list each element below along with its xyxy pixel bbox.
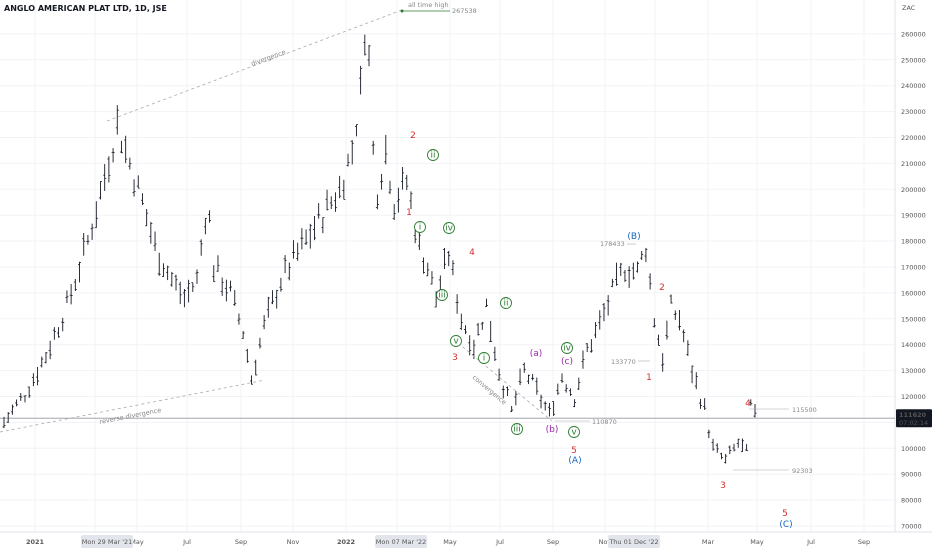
x-tick-label: Jul: [806, 538, 815, 546]
crosshair-date-label: Mon 29 Mar '21: [82, 538, 133, 546]
wave-label: 1: [646, 373, 652, 383]
x-tick-label: May: [443, 538, 457, 546]
crosshair-date-label: Mon 07 Mar '22: [376, 538, 427, 546]
wave-label: i: [483, 354, 486, 364]
y-tick-label: 120000: [901, 393, 926, 401]
x-tick-label: Nov: [287, 538, 300, 546]
y-tick-label: 160000: [901, 289, 926, 297]
x-tick-label: 2022: [337, 538, 355, 546]
crosshair-date-box: [375, 535, 427, 548]
x-tick-label: Mar: [702, 538, 715, 546]
wave-circle: [443, 222, 455, 234]
wave-label: (B): [627, 232, 640, 242]
y-tick-label: 230000: [901, 108, 926, 116]
wave-label: 4: [469, 248, 475, 258]
wave-circle: [561, 342, 573, 354]
wave-circle: [414, 221, 426, 233]
wave-label: 3: [720, 481, 726, 491]
x-tick-label: 2021: [26, 538, 45, 546]
symbol-title: ANGLO AMERICAN PLAT LTD, 1D, JSE: [4, 4, 167, 13]
y-tick-label: 150000: [901, 315, 926, 323]
level-label: 92303: [792, 467, 813, 475]
level-label: 178433: [600, 240, 625, 248]
reverse-divergence-line: [0, 379, 266, 433]
wave-label: ii: [503, 299, 508, 309]
x-tick-label: Jul: [495, 538, 504, 546]
divergence-label: divergence: [250, 48, 287, 68]
wave-circle: [436, 289, 448, 301]
wave-label: v: [453, 337, 459, 347]
wave-label: (a): [530, 349, 543, 359]
wave-circle: [478, 352, 490, 364]
x-tick-label: Sep: [235, 538, 247, 546]
level-label: 115500: [792, 406, 817, 414]
wave-label: iv: [445, 224, 454, 234]
ath-value: 267538: [452, 7, 477, 15]
y-tick-label: 250000: [901, 56, 926, 64]
crosshair-date-label: Thu 01 Dec '22: [608, 538, 658, 546]
y-tick-label: 70000: [901, 523, 922, 531]
wave-label: (b): [546, 425, 559, 435]
y-tick-label: 170000: [901, 264, 926, 272]
y-tick-label: 80000: [901, 497, 922, 505]
x-tick-label: Jul: [182, 538, 191, 546]
x-tick-label: May: [130, 538, 144, 546]
wave-label: 2: [410, 131, 416, 141]
y-tick-label: 240000: [901, 82, 926, 90]
ath-label: all time high: [408, 1, 449, 9]
wave-label: iv: [563, 344, 572, 354]
y-tick-label: 90000: [901, 471, 922, 479]
wave-circle: [511, 423, 523, 435]
y-tick-label: 130000: [901, 367, 926, 375]
time-axis[interactable]: [0, 532, 932, 550]
level-label: 133770: [611, 358, 636, 366]
convergence-line: [457, 342, 553, 422]
y-tick-label: 140000: [901, 341, 926, 349]
last-price-time: 07:02:14: [899, 419, 928, 427]
wave-label: iii: [438, 291, 446, 301]
y-tick-label: 260000: [901, 30, 926, 38]
wave-label: 5: [571, 446, 577, 456]
last-price-badge[interactable]: [896, 409, 932, 428]
x-tick-label: May: [750, 538, 764, 546]
wave-label: 5: [782, 509, 788, 519]
wave-label: (C): [779, 520, 792, 530]
currency-label: ZAC: [902, 4, 916, 12]
x-tick-label: Sep: [858, 538, 870, 546]
wave-label: (A): [568, 456, 581, 466]
wave-label: 1: [406, 208, 412, 218]
y-tick-label: 180000: [901, 238, 926, 246]
wave-label: 4: [745, 399, 751, 409]
level-label: 110870: [592, 418, 617, 426]
x-tick-label: Nov: [599, 538, 612, 546]
wave-label: 3: [452, 353, 458, 363]
wave-label: iii: [513, 425, 521, 435]
crosshair-date-box: [81, 535, 133, 548]
convergence-label: convergence: [471, 373, 508, 406]
ath-marker: [400, 9, 404, 13]
divergence-line: [106, 9, 403, 122]
wave-label: ii: [430, 151, 435, 161]
wave-circle: [450, 335, 462, 347]
reverse-divergence-label: reverse divergence: [99, 406, 162, 426]
y-tick-label: 210000: [901, 160, 926, 168]
price-axis[interactable]: [895, 0, 932, 550]
y-tick-label: 220000: [901, 134, 926, 142]
wave-circle: [500, 297, 512, 309]
y-tick-label: 200000: [901, 186, 926, 194]
last-price-value: 111620: [899, 411, 927, 419]
wave-circle: [427, 149, 439, 161]
wave-label: (c): [561, 357, 573, 367]
y-tick-label: 190000: [901, 212, 926, 220]
y-tick-label: 100000: [901, 445, 926, 453]
wave-label: v: [571, 428, 577, 438]
x-tick-label: Sep: [547, 538, 559, 546]
wave-label: i: [419, 223, 422, 233]
wave-circle: [568, 426, 580, 438]
wave-label: 2: [659, 283, 665, 293]
crosshair-date-box: [608, 535, 660, 548]
